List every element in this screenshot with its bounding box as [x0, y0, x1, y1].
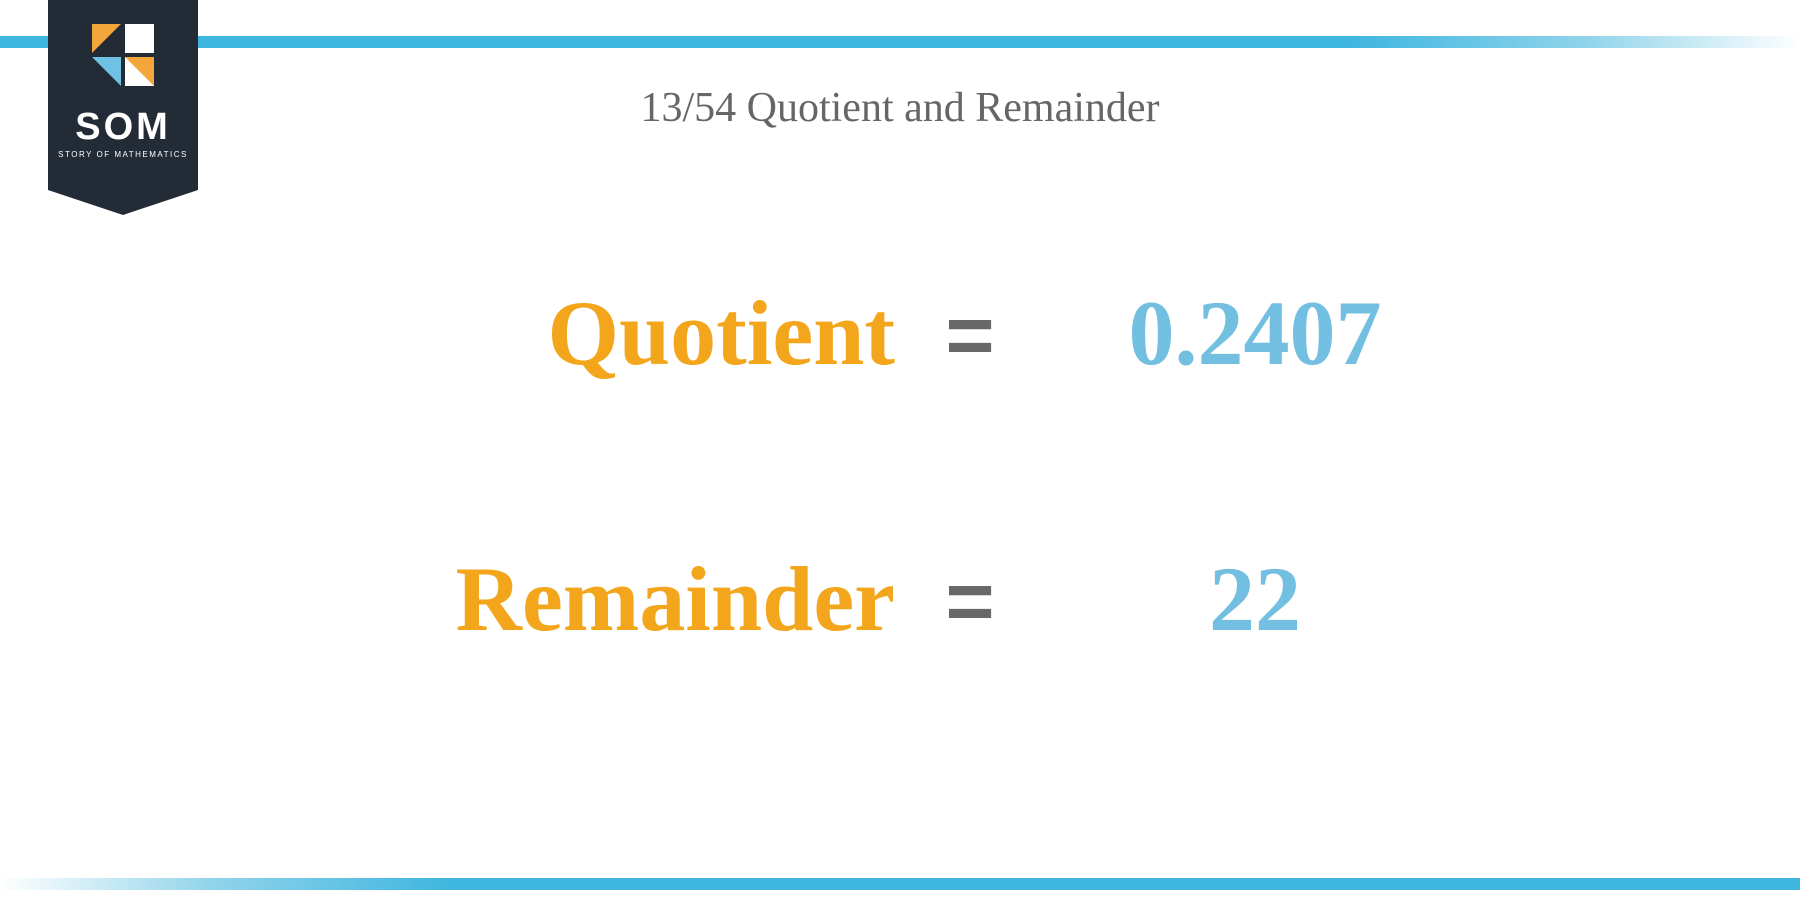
content-area: Quotient = 0.2407 Remainder = 22 — [0, 280, 1800, 652]
quotient-value: 0.2407 — [1045, 280, 1465, 386]
logo-sub-text: STORY OF MATHEMATICS — [48, 150, 198, 159]
equals-sign: = — [935, 553, 1005, 650]
remainder-label: Remainder — [335, 546, 895, 652]
logo-mark-icon — [90, 22, 156, 88]
logo-main-text: SOM — [48, 108, 198, 146]
logo-text: SOM STORY OF MATHEMATICS — [48, 108, 198, 159]
bottom-accent-bar — [0, 878, 1800, 890]
quotient-label: Quotient — [335, 280, 895, 386]
page-title: 13/54 Quotient and Remainder — [0, 84, 1800, 132]
equals-sign: = — [935, 287, 1005, 384]
quotient-row: Quotient = 0.2407 — [335, 280, 1465, 386]
remainder-value: 22 — [1045, 546, 1465, 652]
top-accent-bar — [0, 36, 1800, 48]
remainder-row: Remainder = 22 — [335, 546, 1465, 652]
logo-badge: SOM STORY OF MATHEMATICS — [48, 0, 198, 190]
